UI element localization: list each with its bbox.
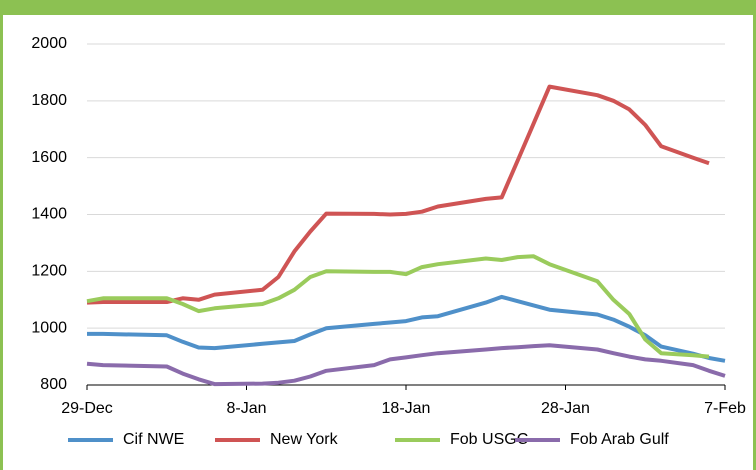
right-border [753,0,756,470]
header-band [0,0,756,15]
x-tick-label: 18-Jan [382,400,431,417]
x-tick-label: 29-Dec [61,400,113,417]
series-line [86,254,710,359]
legend-label: Fob USGC [450,431,528,448]
left-border [0,0,3,470]
x-tick-label: 28-Jan [541,400,590,417]
legend-label: Cif NWE [123,431,184,448]
y-tick-label: 800 [40,376,67,393]
y-tick-label: 1800 [31,92,67,109]
y-tick-label: 2000 [31,35,67,52]
y-tick-label: 1600 [31,149,67,166]
y-tick-label: 1200 [31,263,67,280]
legend-label: New York [270,431,339,448]
y-tick-label: 1400 [31,206,67,223]
series-line [86,84,710,305]
series-line [86,343,726,387]
x-tick-label: 8-Jan [226,400,266,417]
series-line [87,294,726,363]
x-tick-label: 7-Feb [704,400,746,417]
legend-label: Fob Arab Gulf [570,431,669,448]
y-tick-label: 1000 [31,319,67,336]
